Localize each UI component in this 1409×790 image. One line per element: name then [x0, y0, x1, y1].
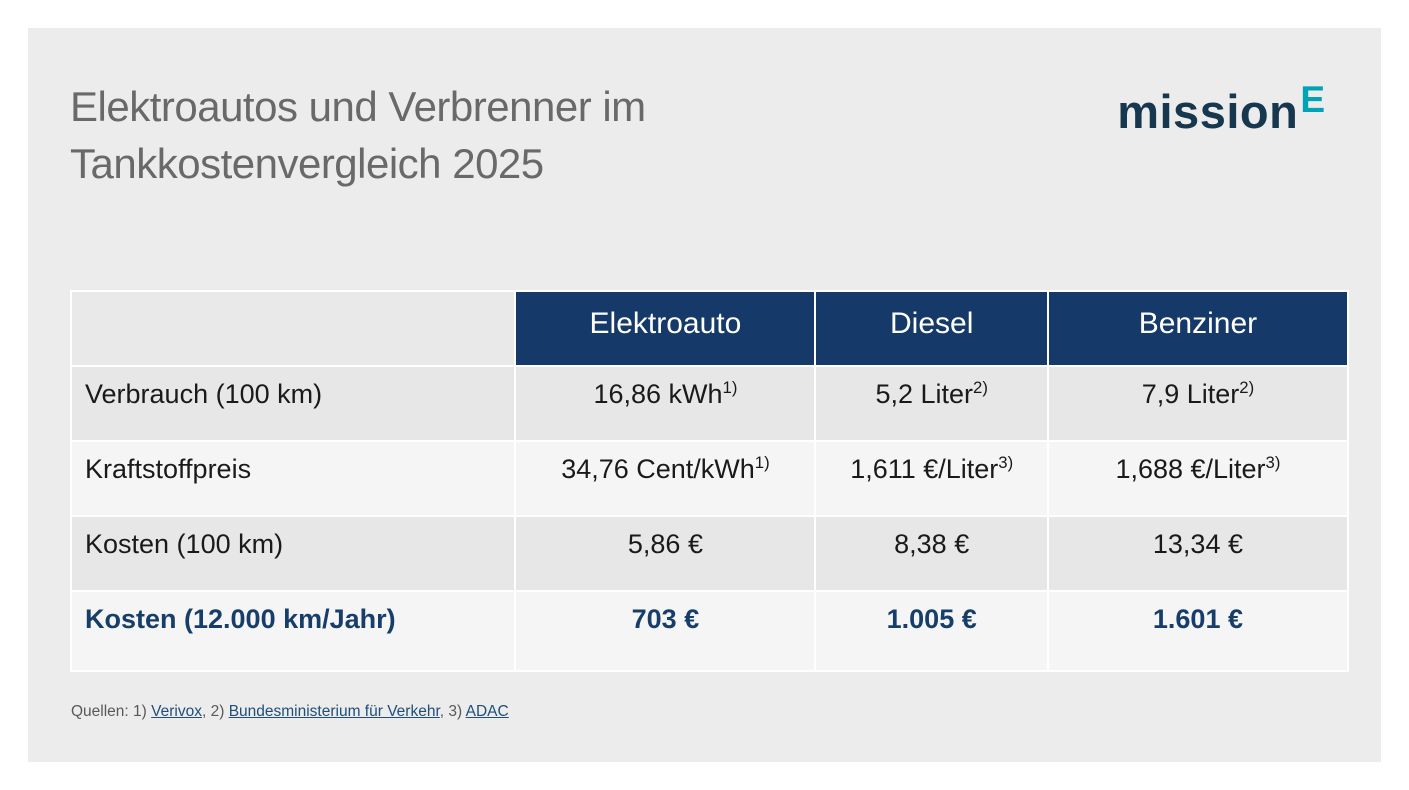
value-cell: 34,76 Cent/kWh1): [514, 440, 817, 517]
sources-line: Quellen: 1) Verivox, 2) Bundesministeriu…: [71, 703, 1339, 721]
title-line-1: Elektroautos und Verbrenner im: [70, 83, 646, 130]
row-label: Kosten (12.000 km/Jahr): [69, 590, 517, 672]
footnote-marker: 1): [722, 378, 738, 397]
value-cell: 5,2 Liter2): [814, 365, 1049, 442]
value-text: 16,86 kWh: [593, 379, 723, 409]
table-row: Kraftstoffpreis 34,76 Cent/kWh1) 1,611 €/L…: [69, 440, 1350, 517]
table-wrapper: Elektroauto Diesel Benziner Verbrauch (1…: [69, 290, 1350, 672]
value-cell: 13,34 €: [1046, 515, 1350, 592]
row-label: Kosten (100 km): [69, 515, 517, 592]
value-text: 34,76 Cent/kWh: [561, 454, 755, 484]
value-cell: 1.005 €: [814, 590, 1049, 672]
value-cell: 16,86 kWh1): [514, 365, 817, 442]
footnote-marker: 3): [998, 453, 1014, 472]
header-row: Elektroautos und Verbrenner im Tankkosten…: [70, 78, 1339, 192]
footnote-marker: 1): [754, 453, 770, 472]
table-row: Kosten (100 km) 5,86 € 8,38 € 13,34 €: [69, 515, 1350, 592]
value-cell: 7,9 Liter2): [1046, 365, 1350, 442]
link-verivox[interactable]: Verivox: [151, 703, 202, 720]
value-text: 1.601 €: [1152, 604, 1243, 634]
footnote-marker: 2): [1239, 378, 1255, 397]
value-text: 5,2 Liter: [875, 379, 974, 409]
cost-comparison-table: Elektroauto Diesel Benziner Verbrauch (1…: [69, 290, 1350, 672]
table-header-row: Elektroauto Diesel Benziner: [69, 290, 1350, 367]
table-corner-cell: [69, 290, 517, 367]
sources-prefix: Quellen: 1): [71, 703, 152, 720]
value-text: 8,38 €: [894, 529, 970, 559]
logo-superscript-e: E: [1300, 79, 1325, 120]
sources-sep-2: , 2): [201, 703, 229, 720]
value-cell: 1,611 €/Liter3): [814, 440, 1049, 517]
footnote-marker: 2): [973, 378, 988, 397]
link-adac[interactable]: ADAC: [465, 703, 509, 720]
value-text: 703 €: [631, 604, 700, 634]
value-text: 7,9 Liter: [1141, 379, 1240, 409]
column-header-diesel: Diesel: [814, 290, 1049, 367]
value-cell: 703 €: [514, 590, 817, 672]
table-row: Kosten (12.000 km/Jahr) 703 € 1.005 € 1.601…: [69, 590, 1350, 672]
value-cell: 5,86 €: [514, 515, 817, 592]
footnote-marker: 3): [1265, 453, 1281, 472]
table-row: Verbrauch (100 km) 16,86 kWh1) 5,2 Liter2)…: [69, 365, 1350, 442]
column-header-elektroauto: Elektroauto: [514, 290, 817, 367]
missione-logo: missionE: [1117, 79, 1325, 139]
link-bundesministerium[interactable]: Bundesministerium für Verkehr: [228, 703, 440, 720]
value-text: 1.005 €: [886, 604, 977, 634]
column-header-benziner: Benziner: [1046, 290, 1350, 367]
value-text: 1,688 €/Liter: [1115, 454, 1266, 484]
page-title: Elektroautos und Verbrenner im Tankkosten…: [70, 78, 646, 192]
row-label: Verbrauch (100 km): [69, 365, 517, 442]
row-label: Kraftstoffpreis: [69, 440, 517, 517]
value-text: 5,86 €: [627, 529, 703, 559]
slide-card: Elektroautos und Verbrenner im Tankkosten…: [28, 28, 1381, 762]
value-text: 13,34 €: [1152, 529, 1243, 559]
value-cell: 8,38 €: [814, 515, 1049, 592]
logo-wordmark: mission: [1117, 85, 1299, 138]
sources-sep-3: , 3): [439, 703, 466, 720]
title-line-2: Tankkostenvergleich 2025: [70, 140, 544, 187]
value-text: 1,611 €/Liter: [850, 454, 999, 484]
value-cell: 1,688 €/Liter3): [1046, 440, 1350, 517]
value-cell: 1.601 €: [1046, 590, 1350, 672]
